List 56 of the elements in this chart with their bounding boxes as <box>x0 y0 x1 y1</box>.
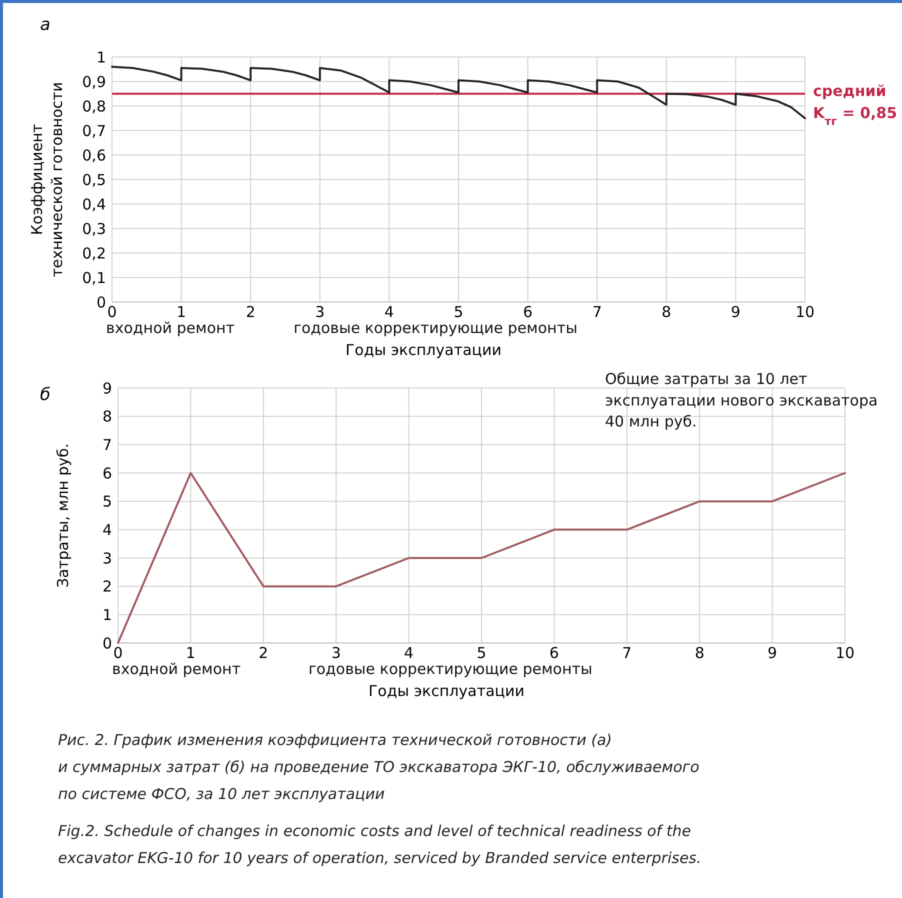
y-tick-label: 0,7 <box>82 122 106 140</box>
x-tick-label: 7 <box>622 644 632 662</box>
y-tick-label: 9 <box>102 379 112 398</box>
x-tick-label: 8 <box>694 644 704 662</box>
x-tick-label: 9 <box>730 303 740 321</box>
x-tick-label: 2 <box>246 303 256 321</box>
x-tick-label: 8 <box>662 303 672 321</box>
x-axis-title: Годы эксплуатации <box>368 682 524 700</box>
y-tick-label: 0,8 <box>82 97 106 116</box>
text: годовые корректирующие ремонты <box>294 319 578 337</box>
x-tick-label: 9 <box>768 644 778 662</box>
x-tick-label: 10 <box>835 644 855 662</box>
y-axis-title: Коэффициент технической готовности <box>28 82 66 278</box>
y-tick-label: 6 <box>102 464 112 482</box>
line-series <box>117 472 846 644</box>
line-series <box>111 66 806 120</box>
x-tick-label: 4 <box>404 644 414 662</box>
y-tick-label: 8 <box>102 408 112 426</box>
annotation: Общие затраты за 10 лет эксплуатации нового экскаватора 40 млн руб. <box>605 370 878 431</box>
x-tick-label: 6 <box>549 644 559 662</box>
x-tick-label: 1 <box>176 303 186 321</box>
y-tick-label: 4 <box>102 520 112 539</box>
y-axis-title: Затраты, млн руб. <box>54 443 72 588</box>
caption: Fig.2. Schedule of changes in economic costs and level of technical readiness of the excavator EKG-10 for 10 years of operation, serviced by Branded service enterprises. <box>58 822 702 867</box>
chart-title: б <box>40 385 50 405</box>
y-tick-label: 2 <box>102 578 112 596</box>
text: входной ремонт <box>112 660 241 678</box>
y-tick-label: 5 <box>102 492 112 511</box>
x-axis-title: Годы эксплуатации <box>346 341 502 359</box>
y-tick-label: 7 <box>102 436 112 454</box>
text: Рис. 2. График изменения коэффициента технической готовности (а) и суммарных затрат (б) на проведение ТО экскаватора ЭКГ-10, обслуживаемого по системе ФСО, за 10 лет эксплуатации <box>58 731 700 803</box>
x-tick-label: 6 <box>523 303 533 321</box>
y-tick-label: 0,5 <box>82 170 106 189</box>
y-tick-label: 0,1 <box>82 268 106 287</box>
y-tick-label: 1 <box>102 606 112 624</box>
y-tick-label: 0,2 <box>82 244 106 262</box>
text: годовые корректирующие ремонты <box>308 660 592 678</box>
x-tick-label: 0 <box>113 644 123 662</box>
y-tick-label: 1 <box>96 48 106 66</box>
x-tick-label: 5 <box>454 303 464 321</box>
x-tick-label: 3 <box>331 644 341 662</box>
y-tick-label: 0,6 <box>82 146 106 164</box>
chart-title: а <box>40 15 50 35</box>
y-tick-label: 0,3 <box>82 220 106 238</box>
x-tick-label: 5 <box>476 644 486 662</box>
x-tick-label: 4 <box>384 303 394 321</box>
text: входной ремонт <box>106 319 235 337</box>
ref-line-label: средний K$_{тг}$ = 0,85 <box>813 82 898 128</box>
y-tick-label: 3 <box>102 549 112 568</box>
x-tick-label: 1 <box>186 644 196 662</box>
x-tick-label: 2 <box>258 644 268 662</box>
y-tick-label: 0,4 <box>82 195 106 214</box>
x-tick-label: 10 <box>795 303 815 321</box>
x-tick-label: 7 <box>592 303 602 321</box>
y-tick-label: 0,9 <box>82 72 106 91</box>
x-tick-label: 3 <box>315 303 325 321</box>
